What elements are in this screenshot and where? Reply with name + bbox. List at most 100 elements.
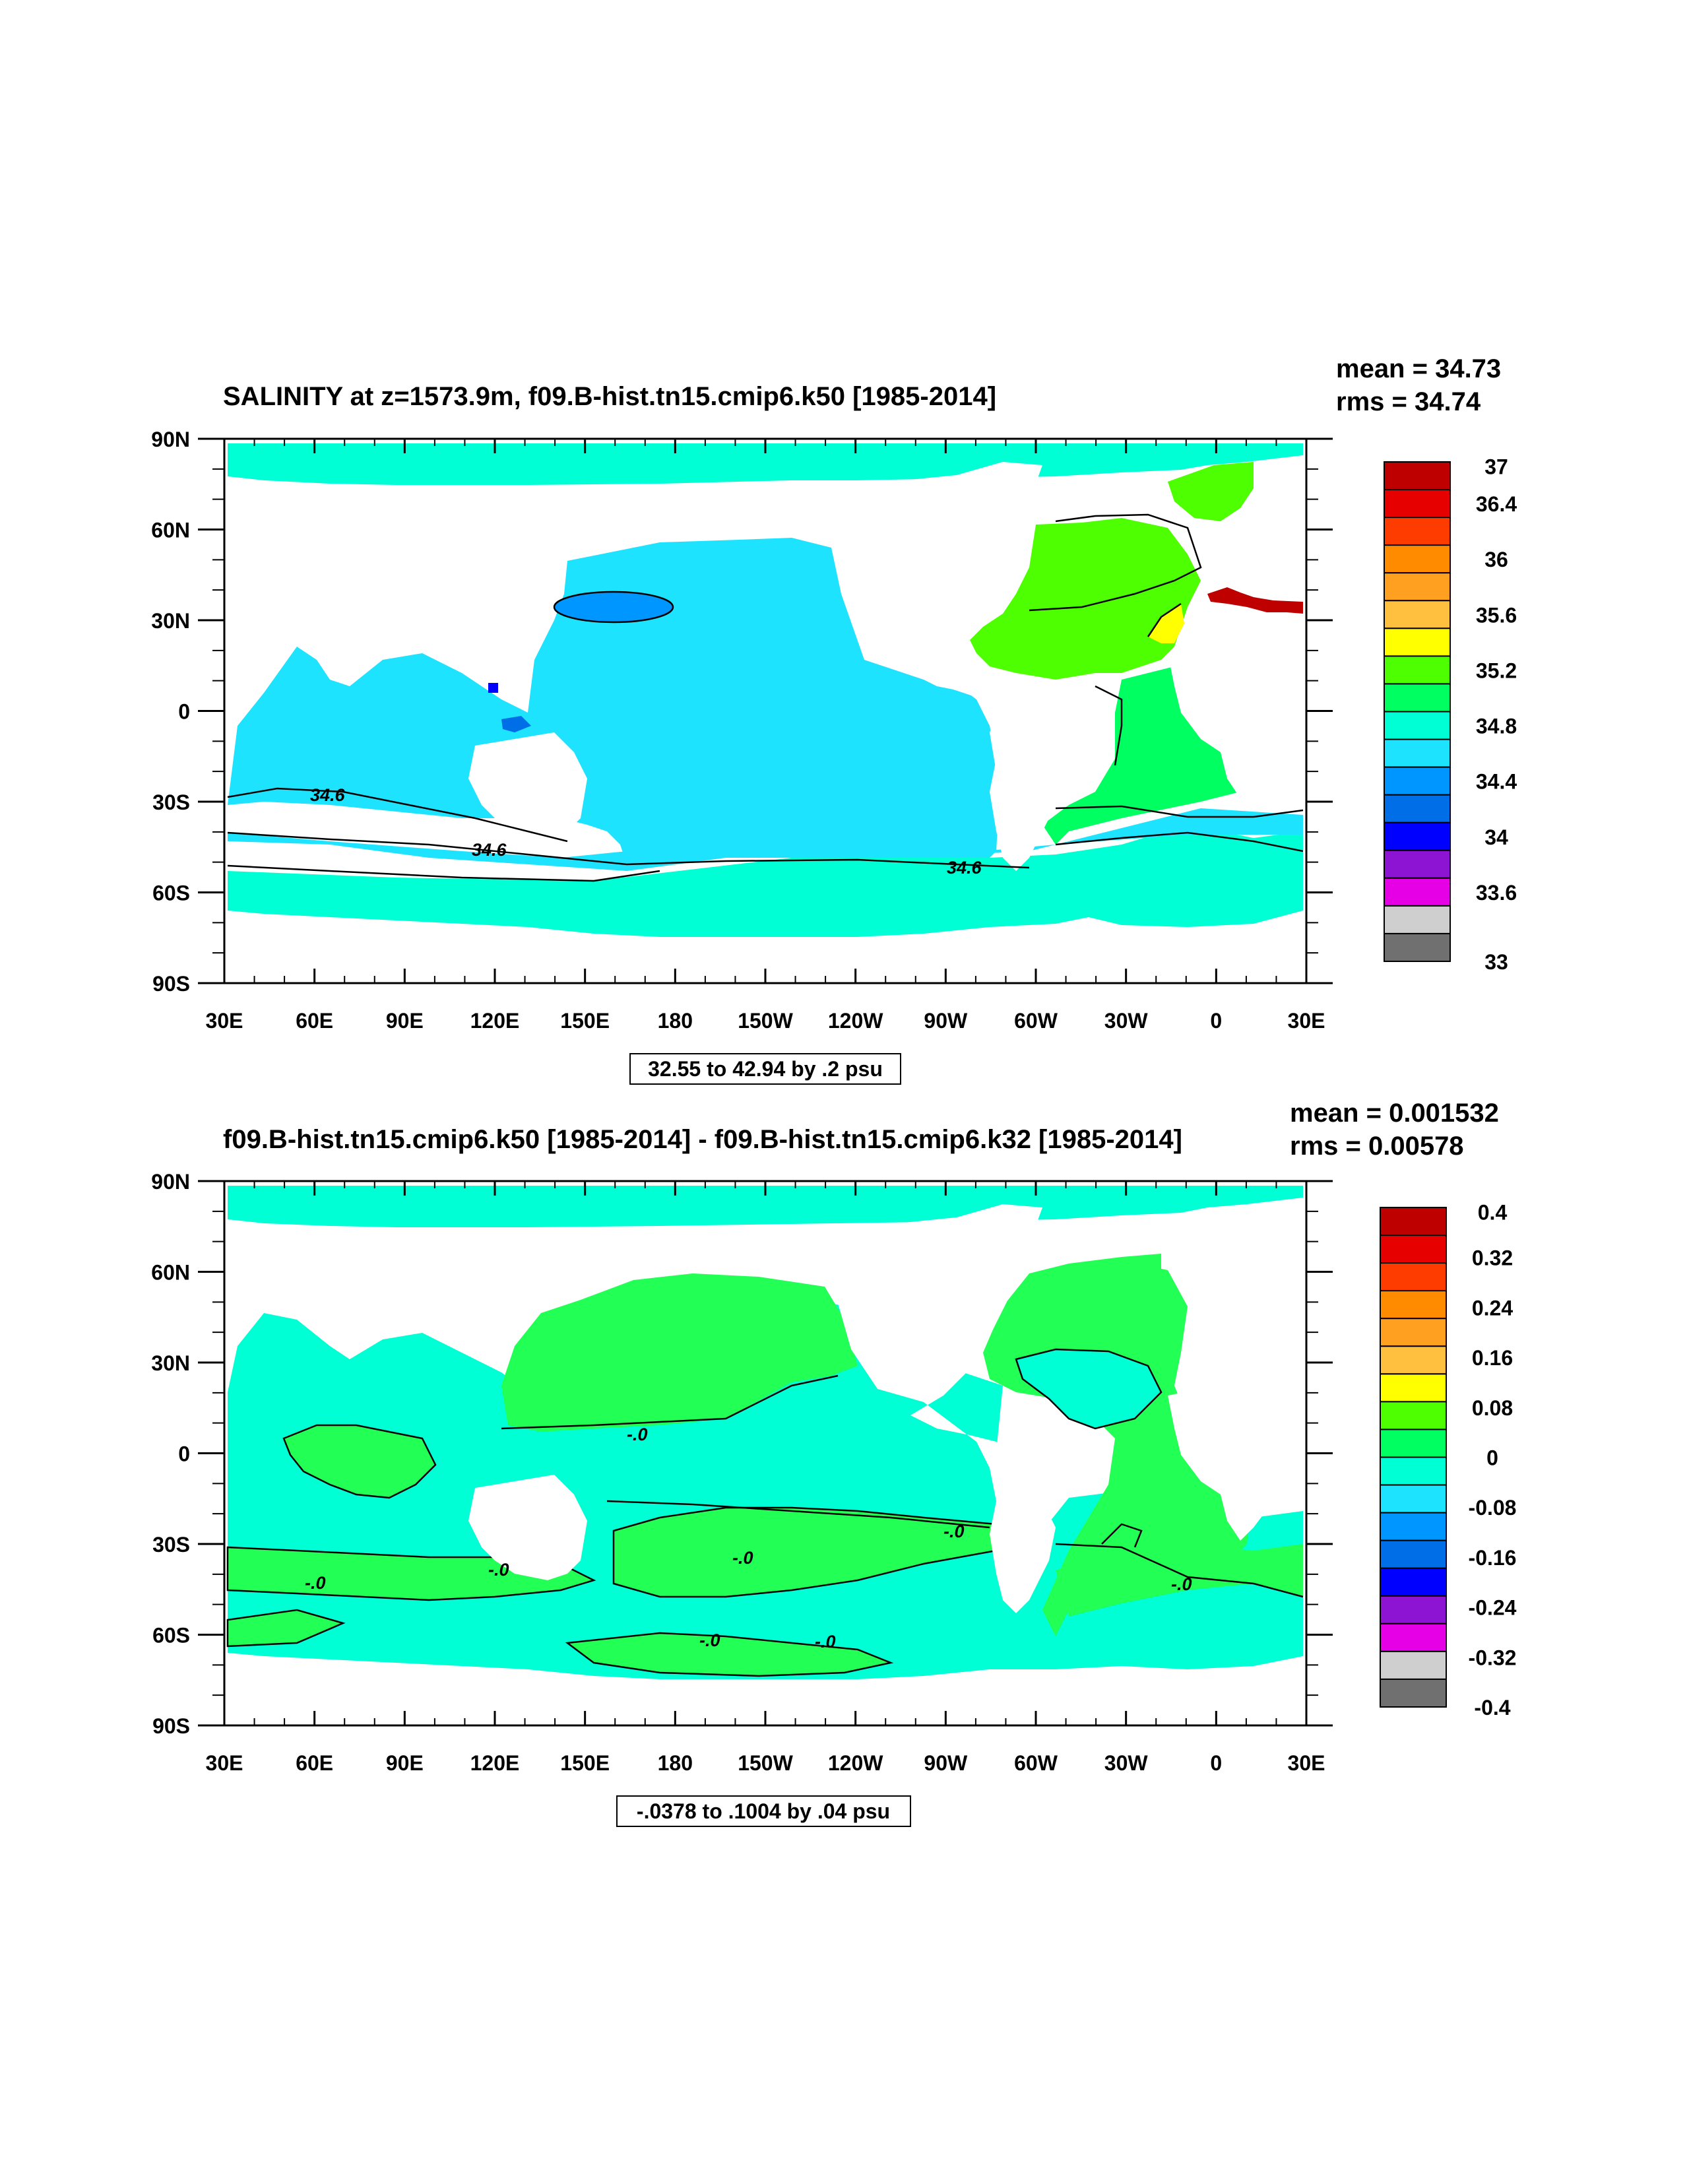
top-land-africa — [1168, 647, 1280, 798]
colorbar-swatch — [1384, 905, 1451, 934]
x-tick-label: 90E — [386, 1009, 424, 1033]
colorbar-label: -0.16 — [1469, 1546, 1517, 1570]
top-rms-stat: rms = 34.74 — [1336, 387, 1481, 416]
colorbar-swatch — [1384, 517, 1451, 546]
colorbar-swatch — [1380, 1401, 1447, 1430]
x-tick-label: 60W — [1014, 1009, 1058, 1033]
bottom-axis-ticks — [198, 1180, 1333, 1727]
x-tick-label: 30E — [206, 1009, 243, 1033]
bottom-land-africa — [1168, 1389, 1280, 1541]
bottom-land-americas — [831, 1204, 1056, 1613]
top-panel: SALINITY at z=1573.9m, f09.B-hist.tn15.c… — [151, 354, 1517, 1085]
colorbar-label: 0.08 — [1472, 1396, 1513, 1420]
y-tick-label: 30S — [152, 1533, 190, 1557]
colorbar-label: 35.2 — [1476, 658, 1517, 682]
x-tick-label: 30E — [1288, 1751, 1325, 1775]
colorbar-swatch — [1384, 794, 1451, 823]
colorbar-label: 37 — [1484, 455, 1508, 478]
colorbar-label: 0 — [1486, 1446, 1498, 1470]
bottom-info-box — [616, 1795, 911, 1827]
colorbar-swatch — [1384, 572, 1451, 602]
bottom-panel: f09.B-hist.tn15.cmip6.k50 [1985-2014] - … — [151, 1099, 1517, 1827]
colorbar-swatch — [1380, 1290, 1447, 1320]
colorbar-swatch — [1380, 1512, 1447, 1541]
colorbar-label: 35.6 — [1476, 603, 1517, 627]
colorbar-swatch — [1380, 1429, 1447, 1458]
y-tick-label: 30N — [151, 1351, 190, 1375]
x-tick-label: 120E — [470, 1009, 520, 1033]
top-contour-label-3: 34.6 — [947, 858, 982, 878]
bottom-north-pacific-positive — [501, 1273, 858, 1432]
y-tick-label: 30S — [152, 790, 190, 814]
x-tick-label: 0 — [1210, 1009, 1222, 1033]
colorbar-label: 0.32 — [1472, 1246, 1513, 1270]
colorbar-swatch — [1380, 1456, 1447, 1486]
colorbar-swatch — [1380, 1345, 1447, 1375]
y-tick-label: 60S — [152, 882, 190, 905]
x-tick-label: 30W — [1104, 1009, 1149, 1033]
x-tick-label: 150W — [738, 1751, 793, 1775]
top-axis-ticks — [198, 437, 1333, 984]
colorbar-swatch — [1380, 1318, 1447, 1347]
top-x-axis-labels: 30E 60E 90E 120E 150E 180 150W 120W 90W 60W 30W 0 30… — [206, 1009, 1325, 1033]
bottom-contour-label-7: -.0 — [699, 1630, 720, 1650]
y-tick-label: 60N — [151, 519, 190, 542]
top-land-australia — [468, 732, 587, 838]
bottom-mean-stat: mean = 0.001532 — [1290, 1099, 1499, 1128]
colorbar-swatch — [1384, 849, 1451, 879]
colorbar-swatch — [1384, 932, 1451, 963]
top-colorbar-labels: 37 36.4 36 35.6 35.2 34.8 34.4 34 33.6 33 — [1476, 455, 1517, 974]
bottom-x-axis-labels: 30E 60E 90E 120E 150E 180 150W 120W 90W 60W 30W 0 30… — [206, 1751, 1325, 1775]
top-contour-label-1: 34.6 — [310, 785, 346, 805]
colorbar-swatch — [1384, 877, 1451, 907]
bottom-contour-label-5: -.0 — [305, 1573, 326, 1593]
bottom-contour-label-3: -.0 — [488, 1560, 509, 1580]
colorbar-swatch — [1380, 1622, 1447, 1652]
x-tick-label: 90W — [924, 1751, 968, 1775]
colorbar-swatch — [1384, 711, 1451, 740]
x-tick-label: 180 — [658, 1009, 693, 1033]
bottom-nordic-positive — [1029, 1254, 1161, 1293]
top-colorbar — [1384, 461, 1451, 963]
y-tick-label: 60N — [151, 1261, 190, 1285]
colorbar-swatch — [1384, 544, 1451, 574]
bottom-panel-title: f09.B-hist.tn15.cmip6.k50 [1985-2014] - … — [223, 1125, 1182, 1154]
top-contours — [227, 513, 1304, 882]
x-tick-label: 60E — [296, 1009, 333, 1033]
top-y-axis-labels: 90N 60N 30N 0 30S 60S 90S — [151, 428, 190, 996]
top-atlantic-region — [970, 518, 1201, 680]
colorbar-swatch — [1380, 1567, 1447, 1597]
top-southern-ocean — [228, 825, 1303, 937]
colorbar-swatch — [1384, 766, 1451, 796]
x-tick-label: 30E — [206, 1751, 243, 1775]
y-tick-label: 30N — [151, 609, 190, 633]
top-indo-blue-patch — [488, 683, 498, 693]
colorbar-label: -0.08 — [1469, 1496, 1517, 1520]
colorbar-swatch — [1380, 1650, 1447, 1680]
top-med-patch — [1207, 587, 1303, 614]
bottom-atlantic-negative-lens — [1015, 1348, 1163, 1430]
colorbar-label: 36.4 — [1476, 492, 1517, 516]
colorbar-label: -0.32 — [1469, 1646, 1517, 1669]
colorbar-label: 33 — [1484, 950, 1508, 974]
colorbar-label: 34.4 — [1476, 770, 1517, 794]
bottom-rms-stat: rms = 0.00578 — [1290, 1132, 1464, 1161]
colorbar-label: 0.16 — [1472, 1346, 1513, 1370]
colorbar-label: 34.8 — [1476, 715, 1517, 738]
top-map-field — [228, 443, 1303, 937]
y-tick-label: 60S — [152, 1624, 190, 1648]
colorbar-swatch — [1380, 1678, 1447, 1708]
colorbar-swatch — [1380, 1595, 1447, 1624]
bottom-contour-label-2: -.0 — [943, 1522, 965, 1541]
colorbar-label: 0.4 — [1478, 1200, 1508, 1224]
colorbar-swatch — [1384, 655, 1451, 685]
bottom-map-field — [226, 1186, 1303, 1679]
y-tick-label: 90S — [152, 972, 190, 996]
bottom-contour-label-1: -.0 — [627, 1425, 648, 1444]
bottom-contour-label-4: -.0 — [732, 1548, 753, 1568]
top-pacific-blue-lens — [553, 591, 674, 624]
x-tick-label: 30W — [1104, 1751, 1149, 1775]
bottom-land-australia — [468, 1475, 587, 1580]
bottom-southern-positive-band-3 — [226, 1609, 346, 1648]
x-tick-label: 60W — [1014, 1751, 1058, 1775]
